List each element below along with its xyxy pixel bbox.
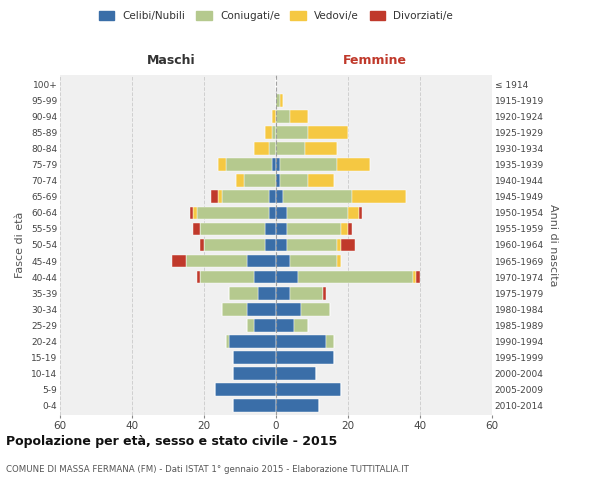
- Bar: [352, 190, 406, 203]
- Bar: [276, 110, 290, 123]
- Bar: [272, 110, 276, 123]
- Bar: [276, 302, 301, 316]
- Bar: [200, 238, 204, 252]
- Bar: [247, 319, 254, 332]
- Bar: [326, 335, 334, 347]
- Bar: [276, 335, 326, 347]
- Bar: [204, 238, 265, 252]
- Bar: [287, 222, 341, 235]
- Text: Femmine: Femmine: [343, 54, 407, 68]
- Bar: [244, 174, 276, 188]
- Bar: [283, 190, 352, 203]
- Bar: [222, 302, 247, 316]
- Bar: [348, 206, 359, 220]
- Bar: [218, 158, 226, 171]
- Bar: [218, 190, 222, 203]
- Bar: [290, 110, 308, 123]
- Bar: [280, 174, 308, 188]
- Bar: [308, 174, 334, 188]
- Text: COMUNE DI MASSA FERMANA (FM) - Dati ISTAT 1° gennaio 2015 - Elaborazione TUTTITA: COMUNE DI MASSA FERMANA (FM) - Dati ISTA…: [6, 465, 409, 474]
- Bar: [341, 238, 355, 252]
- Bar: [276, 206, 287, 220]
- Bar: [276, 94, 280, 107]
- Bar: [337, 254, 341, 268]
- Bar: [276, 174, 280, 188]
- Bar: [265, 238, 276, 252]
- Bar: [247, 254, 276, 268]
- Bar: [298, 270, 413, 283]
- Bar: [276, 351, 334, 364]
- Bar: [276, 190, 283, 203]
- Bar: [276, 286, 290, 300]
- Bar: [172, 254, 186, 268]
- Bar: [254, 270, 276, 283]
- Bar: [197, 206, 269, 220]
- Bar: [413, 270, 416, 283]
- Text: Popolazione per età, sesso e stato civile - 2015: Popolazione per età, sesso e stato civil…: [6, 435, 337, 448]
- Bar: [226, 335, 229, 347]
- Bar: [254, 319, 276, 332]
- Bar: [247, 302, 276, 316]
- Bar: [276, 254, 290, 268]
- Bar: [308, 126, 348, 139]
- Bar: [337, 158, 370, 171]
- Bar: [341, 222, 348, 235]
- Bar: [287, 238, 337, 252]
- Bar: [193, 206, 197, 220]
- Bar: [359, 206, 362, 220]
- Bar: [276, 383, 341, 396]
- Y-axis label: Anni di nascita: Anni di nascita: [548, 204, 558, 286]
- Bar: [215, 383, 276, 396]
- Bar: [276, 270, 298, 283]
- Bar: [269, 206, 276, 220]
- Bar: [200, 222, 265, 235]
- Bar: [301, 302, 330, 316]
- Bar: [276, 238, 287, 252]
- Bar: [226, 158, 272, 171]
- Bar: [186, 254, 247, 268]
- Bar: [193, 222, 200, 235]
- Bar: [269, 190, 276, 203]
- Bar: [276, 222, 287, 235]
- Legend: Celibi/Nubili, Coniugati/e, Vedovi/e, Divorziati/e: Celibi/Nubili, Coniugati/e, Vedovi/e, Di…: [95, 8, 457, 24]
- Bar: [265, 222, 276, 235]
- Bar: [229, 286, 258, 300]
- Bar: [233, 399, 276, 412]
- Bar: [276, 367, 316, 380]
- Bar: [294, 319, 308, 332]
- Bar: [233, 367, 276, 380]
- Bar: [276, 319, 294, 332]
- Bar: [280, 158, 337, 171]
- Bar: [276, 158, 280, 171]
- Bar: [222, 190, 269, 203]
- Bar: [254, 142, 269, 155]
- Bar: [416, 270, 420, 283]
- Text: Maschi: Maschi: [146, 54, 196, 68]
- Bar: [197, 270, 200, 283]
- Bar: [265, 126, 272, 139]
- Bar: [348, 222, 352, 235]
- Bar: [236, 174, 244, 188]
- Bar: [272, 158, 276, 171]
- Bar: [190, 206, 193, 220]
- Bar: [276, 399, 319, 412]
- Bar: [272, 126, 276, 139]
- Bar: [337, 238, 341, 252]
- Bar: [269, 142, 276, 155]
- Bar: [290, 286, 323, 300]
- Bar: [200, 270, 254, 283]
- Bar: [233, 351, 276, 364]
- Y-axis label: Fasce di età: Fasce di età: [16, 212, 25, 278]
- Bar: [287, 206, 348, 220]
- Bar: [276, 142, 305, 155]
- Bar: [211, 190, 218, 203]
- Bar: [290, 254, 337, 268]
- Bar: [258, 286, 276, 300]
- Bar: [323, 286, 326, 300]
- Bar: [305, 142, 337, 155]
- Bar: [280, 94, 283, 107]
- Bar: [229, 335, 276, 347]
- Bar: [276, 126, 308, 139]
